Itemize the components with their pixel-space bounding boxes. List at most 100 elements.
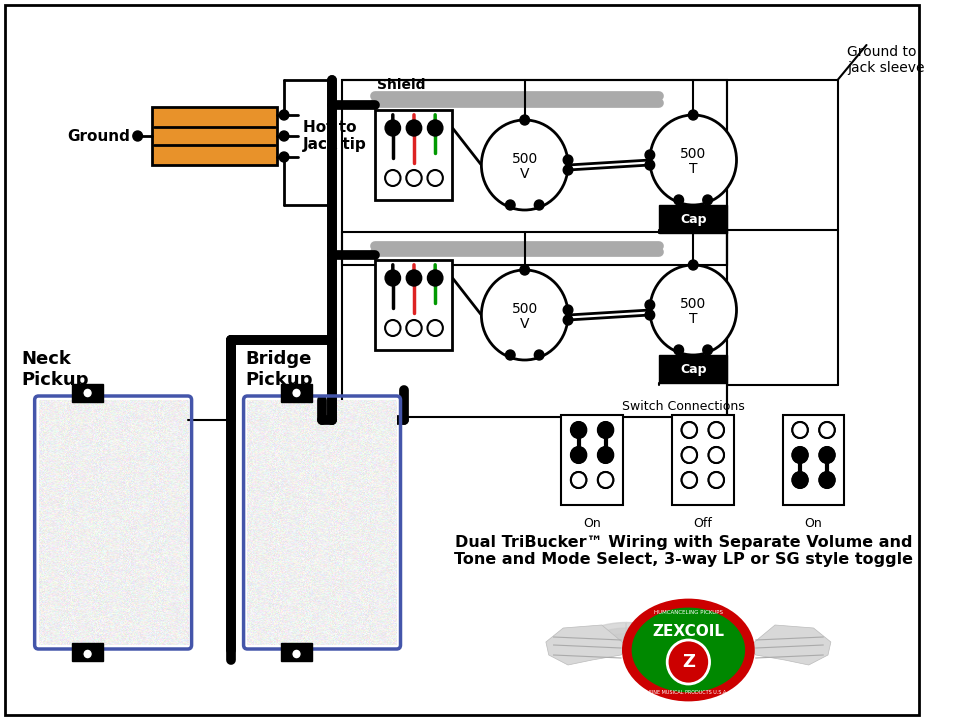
Circle shape <box>292 649 301 659</box>
Circle shape <box>520 115 530 125</box>
Circle shape <box>688 260 698 270</box>
Circle shape <box>406 170 421 186</box>
Circle shape <box>564 315 573 325</box>
Text: V: V <box>520 317 530 331</box>
Circle shape <box>598 447 613 463</box>
Circle shape <box>708 472 724 488</box>
Text: FINE MUSICAL PRODUCTS U.S.A.: FINE MUSICAL PRODUCTS U.S.A. <box>649 690 728 695</box>
Circle shape <box>564 155 573 165</box>
Circle shape <box>571 447 587 463</box>
Circle shape <box>427 320 443 336</box>
Bar <box>342 232 727 417</box>
Text: Shield: Shield <box>377 78 426 92</box>
Bar <box>375 110 452 200</box>
Text: Cap: Cap <box>680 362 707 376</box>
Circle shape <box>598 472 613 488</box>
Circle shape <box>406 270 421 286</box>
Circle shape <box>819 422 834 438</box>
Text: 500: 500 <box>512 152 538 166</box>
Circle shape <box>708 422 724 438</box>
Circle shape <box>564 165 573 175</box>
Circle shape <box>427 170 443 186</box>
Circle shape <box>682 472 697 488</box>
Text: Bridge
Pickup: Bridge Pickup <box>246 350 313 389</box>
Circle shape <box>83 649 92 659</box>
Circle shape <box>708 447 724 463</box>
Circle shape <box>481 270 568 360</box>
Circle shape <box>819 472 834 488</box>
Circle shape <box>481 120 568 210</box>
Text: Ground: Ground <box>67 128 130 143</box>
Circle shape <box>645 300 655 310</box>
Circle shape <box>682 422 697 438</box>
Text: Neck
Pickup: Neck Pickup <box>21 350 88 389</box>
Circle shape <box>792 422 807 438</box>
Polygon shape <box>546 625 626 665</box>
Circle shape <box>819 422 834 438</box>
Circle shape <box>385 170 400 186</box>
Circle shape <box>598 422 613 438</box>
Circle shape <box>598 472 613 488</box>
Circle shape <box>645 160 655 170</box>
Bar <box>672 415 733 505</box>
Text: T: T <box>689 312 697 326</box>
Circle shape <box>385 120 400 136</box>
Bar <box>72 384 103 402</box>
Text: T: T <box>689 162 697 176</box>
Circle shape <box>708 472 724 488</box>
Circle shape <box>819 447 834 463</box>
Text: HUMCANCELING PICKUPS: HUMCANCELING PICKUPS <box>654 610 723 614</box>
Bar <box>660 205 727 233</box>
Polygon shape <box>751 625 830 665</box>
Circle shape <box>385 320 400 336</box>
Circle shape <box>682 472 697 488</box>
Circle shape <box>506 200 516 210</box>
Circle shape <box>279 110 289 120</box>
Circle shape <box>571 472 587 488</box>
Text: On: On <box>804 517 823 530</box>
Circle shape <box>279 152 289 162</box>
Text: On: On <box>584 517 601 530</box>
Circle shape <box>427 120 443 136</box>
Bar <box>281 643 312 661</box>
Text: Off: Off <box>693 517 712 530</box>
Circle shape <box>708 422 724 438</box>
Text: Ground to
jack sleeve: Ground to jack sleeve <box>848 45 924 75</box>
Text: Hot to
Jack tip: Hot to Jack tip <box>303 120 367 152</box>
Text: ZEXCOIL: ZEXCOIL <box>653 624 725 639</box>
Circle shape <box>535 200 544 210</box>
Circle shape <box>83 388 92 398</box>
Circle shape <box>571 447 587 463</box>
Bar <box>152 107 277 165</box>
Circle shape <box>792 472 807 488</box>
Circle shape <box>385 270 400 286</box>
Text: V: V <box>520 167 530 181</box>
Circle shape <box>571 472 587 488</box>
Text: 500: 500 <box>512 302 538 316</box>
Text: Switch Connections: Switch Connections <box>622 400 745 413</box>
Text: Z: Z <box>682 653 695 671</box>
Bar <box>782 415 845 505</box>
Bar <box>375 260 452 350</box>
Ellipse shape <box>633 609 744 691</box>
Bar <box>281 384 312 402</box>
Circle shape <box>819 472 834 488</box>
Text: Dual TriBucker™ Wiring with Separate Volume and
Tone and Mode Select, 3-way LP o: Dual TriBucker™ Wiring with Separate Vol… <box>454 535 913 567</box>
Circle shape <box>674 345 684 355</box>
Circle shape <box>667 640 709 684</box>
Circle shape <box>792 422 807 438</box>
Circle shape <box>292 388 301 398</box>
Circle shape <box>564 305 573 315</box>
Circle shape <box>598 447 613 463</box>
Circle shape <box>506 350 516 360</box>
Circle shape <box>520 265 530 275</box>
Ellipse shape <box>623 600 754 700</box>
Circle shape <box>598 422 613 438</box>
Bar <box>562 415 623 505</box>
Circle shape <box>132 131 142 141</box>
Circle shape <box>682 422 697 438</box>
Circle shape <box>571 422 587 438</box>
Circle shape <box>688 110 698 120</box>
Circle shape <box>703 345 712 355</box>
Circle shape <box>427 270 443 286</box>
